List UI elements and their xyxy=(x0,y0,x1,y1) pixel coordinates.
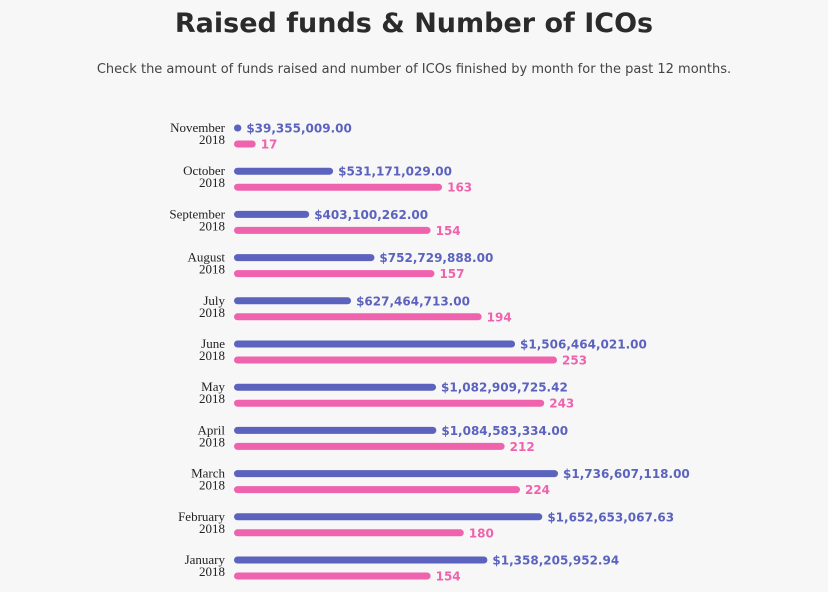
funds-bar xyxy=(234,513,543,521)
ico-count-bar xyxy=(234,183,443,191)
funds-value-label: $39,355,009.00 xyxy=(246,122,352,136)
category-year-label: 2018 xyxy=(199,132,225,147)
funds-bar xyxy=(234,426,437,434)
ico-count-bar xyxy=(234,399,545,407)
ico-count-value-label: 243 xyxy=(549,397,574,411)
chart-title: Raised funds & Number of ICOs xyxy=(174,8,654,39)
category-year-label: 2018 xyxy=(199,521,225,536)
funds-value-label: $1,652,653,067.63 xyxy=(547,510,674,524)
category-month-label: August xyxy=(187,250,225,265)
category-year-label: 2018 xyxy=(199,391,225,406)
category-year-label: 2018 xyxy=(199,218,225,233)
ico-count-value-label: 154 xyxy=(436,224,461,238)
funds-bar xyxy=(234,210,310,218)
category-year-label: 2018 xyxy=(199,564,225,579)
category-month-label: April xyxy=(198,422,226,437)
category-month-label: July xyxy=(203,293,225,308)
category-month-label: February xyxy=(178,509,225,524)
ico-count-value-label: 154 xyxy=(436,570,461,584)
ico-count-bar xyxy=(234,270,435,278)
category-year-label: 2018 xyxy=(199,262,225,277)
ico-count-value-label: 253 xyxy=(562,354,587,368)
category-year-label: 2018 xyxy=(199,305,225,320)
ico-count-bar xyxy=(234,313,482,321)
ico-count-bar xyxy=(234,442,505,450)
category-year-label: 2018 xyxy=(199,478,225,493)
funds-bar xyxy=(234,167,334,175)
funds-bar xyxy=(234,340,516,348)
funds-value-label: $403,100,262.00 xyxy=(314,208,428,222)
funds-value-label: $531,171,029.00 xyxy=(338,165,452,179)
funds-value-label: $1,358,205,952.94 xyxy=(492,554,619,568)
funds-value-label: $1,736,607,118.00 xyxy=(563,467,690,481)
funds-bar xyxy=(234,124,242,132)
ico-count-value-label: 17 xyxy=(261,138,278,152)
category-month-label: September xyxy=(169,206,225,221)
funds-value-label: $627,464,713.00 xyxy=(356,294,470,308)
category-month-label: October xyxy=(183,163,226,178)
ico-count-bar xyxy=(234,486,520,494)
ico-count-bar xyxy=(234,572,431,580)
ico-count-value-label: 163 xyxy=(447,181,472,195)
category-month-label: May xyxy=(201,379,225,394)
category-month-label: January xyxy=(185,552,226,567)
ico-count-bar xyxy=(234,140,256,148)
ico-count-value-label: 194 xyxy=(487,310,512,324)
funds-bar xyxy=(234,297,352,305)
funds-value-label: $1,084,583,334.00 xyxy=(441,424,568,438)
category-month-label: June xyxy=(201,336,225,351)
category-year-label: 2018 xyxy=(199,175,225,190)
ico-count-value-label: 157 xyxy=(439,267,464,281)
ico-count-bar xyxy=(234,356,557,364)
ico-count-value-label: 224 xyxy=(525,483,550,497)
ico-count-value-label: 212 xyxy=(510,440,535,454)
category-year-label: 2018 xyxy=(199,434,225,449)
funds-bar xyxy=(234,470,558,478)
ico-count-value-label: 180 xyxy=(469,526,494,540)
funds-bar xyxy=(234,383,437,391)
category-month-label: November xyxy=(170,120,226,135)
funds-value-label: $1,082,909,725.42 xyxy=(441,381,568,395)
funds-bar xyxy=(234,254,375,262)
category-year-label: 2018 xyxy=(199,348,225,363)
funds-value-label: $1,506,464,021.00 xyxy=(520,338,647,352)
ico-count-bar xyxy=(234,226,431,234)
funds-bar xyxy=(234,556,488,564)
category-month-label: March xyxy=(191,466,225,481)
ico-count-bar xyxy=(234,529,464,537)
funds-value-label: $752,729,888.00 xyxy=(379,251,493,265)
chart-subtitle: Check the amount of funds raised and num… xyxy=(96,62,732,77)
